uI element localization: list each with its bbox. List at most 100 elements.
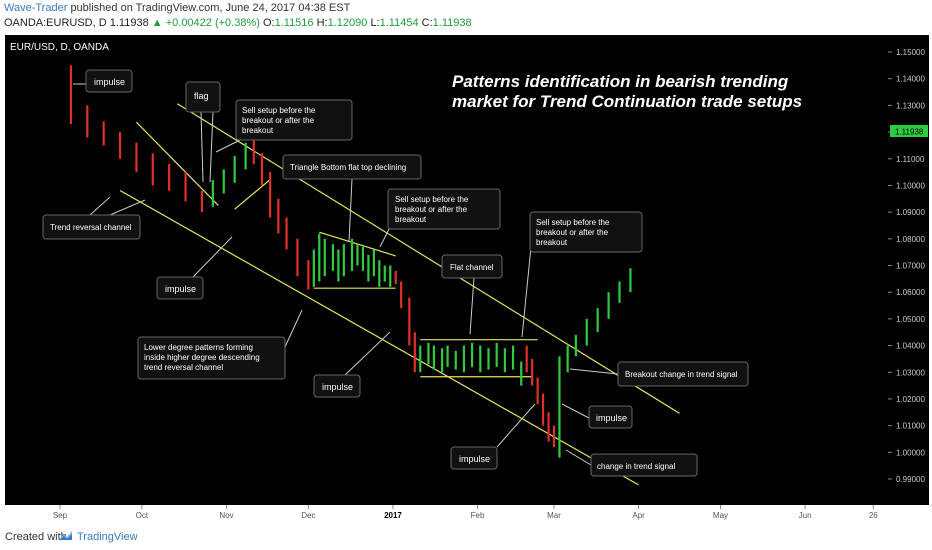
y-tick-label: 1.04000 xyxy=(896,342,925,351)
series-label: EUR/USD, D, OANDA xyxy=(10,42,109,53)
annotation-text: Sell setup before the breakout or after t… xyxy=(536,218,610,247)
symbol-line: OANDA:EURUSD, D 1.11938 ▲ +0.00422 (+0.3… xyxy=(4,17,472,29)
y-tick-label: 1.08000 xyxy=(896,235,925,244)
callout-pointer xyxy=(284,309,303,348)
y-tick-label: 1.00000 xyxy=(896,448,925,457)
close-value: 1.11938 xyxy=(432,17,472,29)
callout-pointer xyxy=(521,236,533,338)
y-tick-label: 1.11000 xyxy=(896,155,925,164)
callout-pointer xyxy=(200,111,204,183)
tradingview-brand[interactable]: TradingView xyxy=(77,531,138,543)
annotation-box xyxy=(313,374,361,398)
created-with-text: Created with xyxy=(5,531,67,543)
annotation-box xyxy=(617,361,749,387)
annotation-box xyxy=(450,446,498,470)
annotation-box xyxy=(529,211,643,253)
annotation-box xyxy=(185,81,221,113)
close-label: C: xyxy=(421,17,433,29)
annotation-box xyxy=(156,276,204,300)
publisher-line: Wave-Trader published on TradingView.com… xyxy=(4,2,350,14)
annotation-text: impulse xyxy=(596,413,627,423)
annotation-text: impulse xyxy=(459,454,490,464)
x-tick-label: Jun xyxy=(799,511,812,520)
y-tick-label: 1.07000 xyxy=(896,262,925,271)
x-tick-label: 26 xyxy=(869,511,878,520)
trendline xyxy=(234,179,271,210)
annotation-text: Triangle Bottom flat top declining xyxy=(290,163,406,172)
trendline xyxy=(119,189,639,486)
x-tick-label: May xyxy=(713,511,728,520)
callout-pointer xyxy=(348,178,353,243)
price-axis xyxy=(888,35,929,505)
tradingview-logo-icon xyxy=(59,531,72,540)
callout-pointer xyxy=(561,403,590,419)
callout-pointer xyxy=(379,228,390,248)
callout-pointer xyxy=(215,139,241,153)
y-tick-label: 1.09000 xyxy=(896,208,925,217)
callout-pointer xyxy=(192,236,233,278)
symbol-label: OANDA:EURUSD, D xyxy=(4,17,107,29)
annotation-box xyxy=(137,336,286,380)
y-tick-label: 1.13000 xyxy=(896,101,925,110)
trendline xyxy=(319,231,396,257)
annotation-text: Sell setup before the breakout or after t… xyxy=(242,106,316,135)
x-tick-label: Apr xyxy=(632,511,645,520)
chart-title-line-2: market for Trend Continuation trade setu… xyxy=(452,92,802,111)
callout-pointer xyxy=(569,368,619,375)
annotation-text: change in trend signal xyxy=(597,462,676,471)
high-value: 1.12090 xyxy=(327,17,368,29)
price-change: +0.00422 (+0.38%) xyxy=(165,17,260,29)
y-tick-label: 1.06000 xyxy=(896,288,925,297)
annotation-text: Flat channel xyxy=(450,263,494,272)
open-value: 1.11516 xyxy=(274,17,314,29)
annotation-text: Breakout change in trend signal xyxy=(625,370,738,379)
y-tick-label: 1.10000 xyxy=(896,181,925,190)
annotation-text: Sell setup before the breakout or after t… xyxy=(395,195,469,224)
x-tick-label: Oct xyxy=(136,511,149,520)
callout-pointer xyxy=(469,277,475,335)
footer: Created with TradingView xyxy=(0,526,932,550)
annotation-box xyxy=(42,214,141,240)
annotation-box xyxy=(441,254,503,279)
x-axis-ticks: Sep Oct Nov Dec 2017 Feb Mar Apr May Jun 26 xyxy=(53,505,878,520)
y-tick-label: 0.99000 xyxy=(896,475,925,484)
x-tick-label: Mar xyxy=(547,511,561,520)
y-tick-label: 1.15000 xyxy=(896,48,925,57)
chart-title-line-1: Patterns identification in bearish trend… xyxy=(452,72,789,91)
x-tick-label: 2017 xyxy=(384,511,402,520)
low-value: 1.11454 xyxy=(379,17,419,29)
callout-pointer xyxy=(89,196,111,216)
price-bars xyxy=(69,65,632,458)
price-chart[interactable]: EUR/USD, D, OANDA Patterns identificatio… xyxy=(0,32,932,526)
high-label: H: xyxy=(316,17,328,29)
callout-pointer xyxy=(109,199,146,216)
low-label: L: xyxy=(370,17,380,29)
annotation-text: impulse xyxy=(94,77,125,87)
annotation-box xyxy=(387,188,501,230)
author-link[interactable]: Wave-Trader xyxy=(4,2,68,14)
published-text: published on TradingView.com, June 24, 2… xyxy=(70,2,351,14)
chart-header: Wave-Trader published on TradingView.com… xyxy=(0,0,932,32)
callout-pointer xyxy=(344,331,391,376)
x-tick-label: Nov xyxy=(219,511,233,520)
open-label: O: xyxy=(262,17,275,29)
annotations: impulse flag Sell setup before the breako… xyxy=(42,69,749,477)
x-tick-label: Dec xyxy=(301,511,315,520)
last-price-tag xyxy=(890,125,928,137)
y-tick-label: 1.02000 xyxy=(896,395,925,404)
trendline xyxy=(135,121,219,206)
x-tick-label: Sep xyxy=(53,511,68,520)
annotation-text: impulse xyxy=(165,284,196,294)
callout-pointer xyxy=(496,403,536,448)
annotation-box xyxy=(588,405,633,429)
y-tick-label: 1.05000 xyxy=(896,315,925,324)
y-tick-label: 1.01000 xyxy=(896,422,925,431)
annotation-text: flag xyxy=(194,91,209,101)
y-tick-label: 1.03000 xyxy=(896,368,925,377)
last-price: 1.11938 xyxy=(109,17,149,29)
annotation-text: impulse xyxy=(322,382,353,392)
callout-pointer xyxy=(565,449,592,466)
up-arrow-icon: ▲ xyxy=(151,17,163,29)
annotation-box xyxy=(282,154,422,180)
y-axis-ticks: 1.150001.140001.130001.120001.110001.100… xyxy=(888,48,925,484)
